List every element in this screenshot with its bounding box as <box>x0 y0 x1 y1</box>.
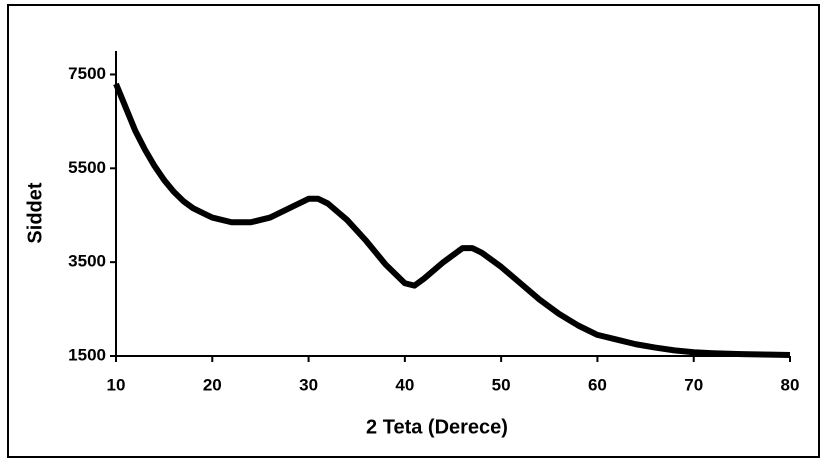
data-line <box>113 82 791 359</box>
x-tick-label: 50 <box>492 375 511 394</box>
x-tick-label: 30 <box>299 375 318 394</box>
x-tick-label: 60 <box>588 375 607 394</box>
frame <box>7 4 820 458</box>
x-tick-label: 80 <box>781 375 800 394</box>
x-tick-label: 10 <box>107 375 126 394</box>
y-tick-label: 3500 <box>68 252 106 271</box>
x-tick-label: 20 <box>203 375 222 394</box>
y-tick-label: 1500 <box>68 345 106 364</box>
y-tick-label: 5500 <box>68 158 106 177</box>
x-axis-title: 2 Teta (Derece) <box>366 416 508 438</box>
x-tick-label: 70 <box>684 375 703 394</box>
y-tick-label: 7500 <box>68 64 106 83</box>
x-tick-label: 40 <box>395 375 414 394</box>
y-axis-title: Siddet <box>24 182 46 243</box>
